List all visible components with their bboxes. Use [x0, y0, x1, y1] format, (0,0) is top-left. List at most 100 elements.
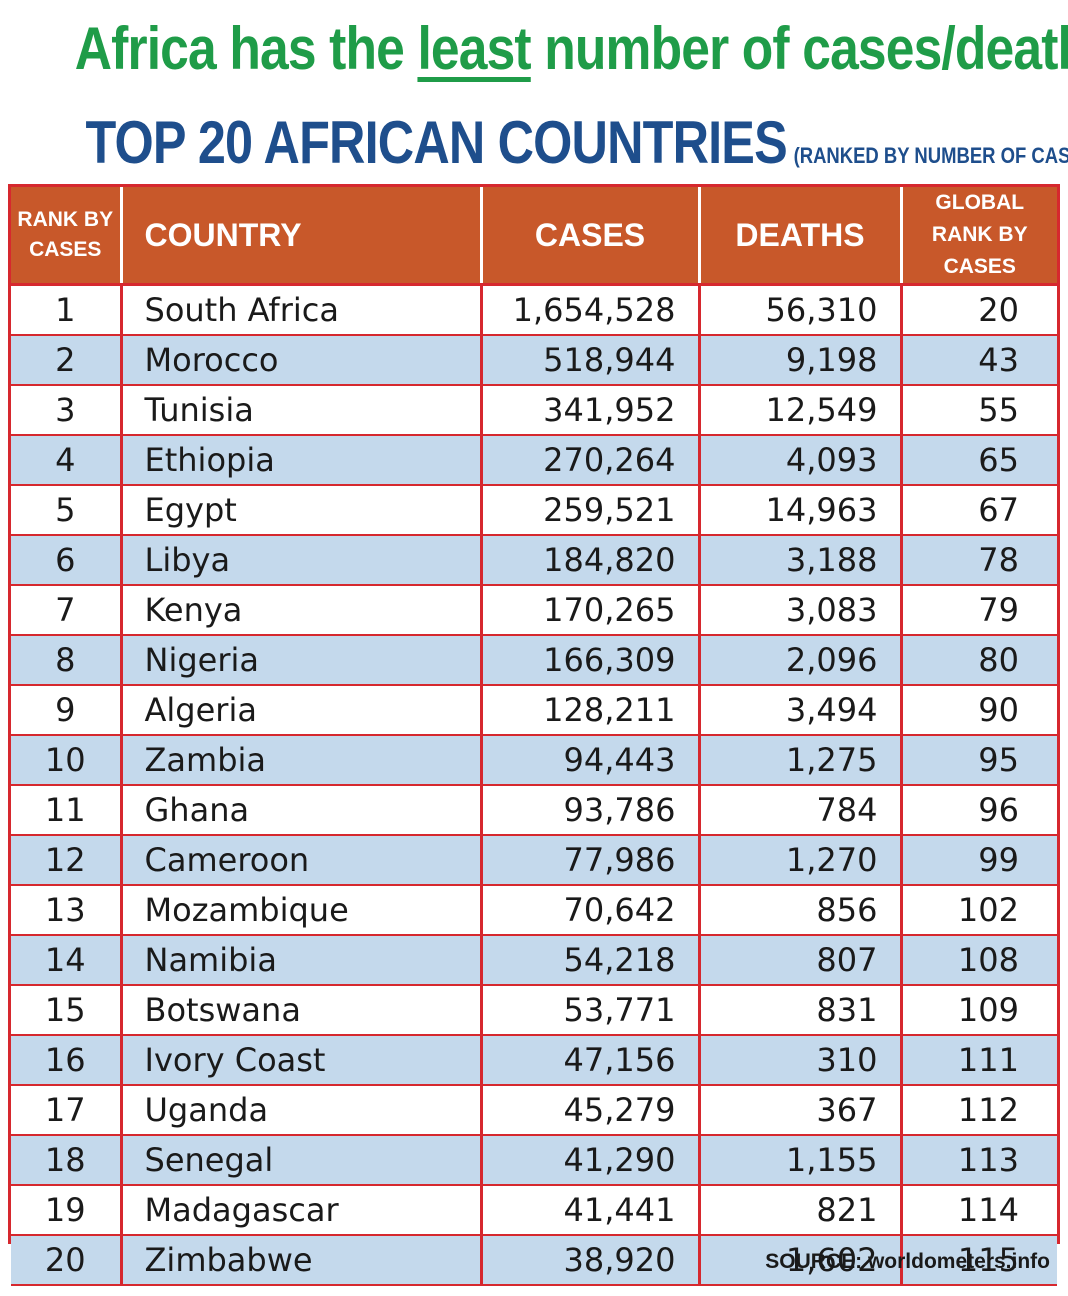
cell-country: Ghana [119, 784, 483, 836]
table-row: 2 Morocco 518,944 9,198 43 [11, 334, 1057, 386]
header-global-line: GLOBAL [935, 191, 1025, 214]
cell-deaths: 3,083 [697, 584, 903, 636]
cell-deaths: 4,093 [697, 434, 903, 486]
cell-cases: 128,211 [479, 684, 701, 736]
header-rank: RANK BY CASES [11, 187, 123, 286]
cell-cases: 77,986 [479, 834, 701, 886]
cell-global-rank: 43 [899, 334, 1057, 386]
cell-cases: 94,443 [479, 734, 701, 786]
cell-country: Zimbabwe [119, 1234, 483, 1286]
cell-country: Tunisia [119, 384, 483, 436]
cell-country: Kenya [119, 584, 483, 636]
cell-rank: 8 [11, 634, 123, 686]
table-row: 17 Uganda 45,279 367 112 [11, 1084, 1057, 1136]
table-row: 11 Ghana 93,786 784 96 [11, 784, 1057, 836]
cell-rank: 20 [11, 1234, 123, 1286]
cell-rank: 17 [11, 1084, 123, 1136]
cell-global-rank: 99 [899, 834, 1057, 886]
cell-rank: 3 [11, 384, 123, 436]
table-row: 6 Libya 184,820 3,188 78 [11, 534, 1057, 586]
cell-country: Cameroon [119, 834, 483, 886]
table-row: 7 Kenya 170,265 3,083 79 [11, 584, 1057, 636]
table-row: 13 Mozambique 70,642 856 102 [11, 884, 1057, 936]
header-global-line: CASES [943, 255, 1016, 278]
table-row: 4 Ethiopia 270,264 4,093 65 [11, 434, 1057, 486]
cell-deaths: 9,198 [697, 334, 903, 386]
cell-deaths: 367 [697, 1084, 903, 1136]
cell-rank: 15 [11, 984, 123, 1036]
cell-global-rank: 112 [899, 1084, 1057, 1136]
cell-global-rank: 95 [899, 734, 1057, 786]
table-row: 1 South Africa 1,654,528 56,310 20 [11, 283, 1057, 336]
headline-before: Africa has the [74, 15, 418, 82]
cell-country: Ivory Coast [119, 1034, 483, 1086]
cell-global-rank: 65 [899, 434, 1057, 486]
cell-cases: 341,952 [479, 384, 701, 436]
cell-country: Madagascar [119, 1184, 483, 1236]
cell-country: Zambia [119, 734, 483, 786]
cell-rank: 9 [11, 684, 123, 736]
cell-global-rank: 111 [899, 1034, 1057, 1086]
cell-deaths: 1,270 [697, 834, 903, 886]
table-row: 8 Nigeria 166,309 2,096 80 [11, 634, 1057, 686]
cell-country: Senegal [119, 1134, 483, 1186]
cell-global-rank: 109 [899, 984, 1057, 1036]
table-row: 20 Zimbabwe 38,920 1,602 115 [11, 1234, 1057, 1286]
table-row: 14 Namibia 54,218 807 108 [11, 934, 1057, 986]
cell-rank: 12 [11, 834, 123, 886]
cell-cases: 1,654,528 [479, 283, 701, 336]
cell-cases: 53,771 [479, 984, 701, 1036]
cell-cases: 184,820 [479, 534, 701, 586]
header-country: COUNTRY [119, 187, 483, 286]
subhead: TOP 20 AFRICAN COUNTRIES (RANKED BY NUMBE… [85, 108, 1068, 177]
table-title: TOP 20 AFRICAN COUNTRIES [85, 109, 787, 176]
header-rank-line: CASES [29, 238, 102, 261]
cell-country: Uganda [119, 1084, 483, 1136]
cell-rank: 4 [11, 434, 123, 486]
cell-global-rank: 102 [899, 884, 1057, 936]
cell-rank: 6 [11, 534, 123, 586]
cell-deaths: 12,549 [697, 384, 903, 436]
cell-cases: 41,441 [479, 1184, 701, 1236]
cell-cases: 47,156 [479, 1034, 701, 1086]
cell-cases: 270,264 [479, 434, 701, 486]
cell-cases: 170,265 [479, 584, 701, 636]
cell-country: Algeria [119, 684, 483, 736]
cell-rank: 2 [11, 334, 123, 386]
cell-deaths: 14,963 [697, 484, 903, 536]
table-body: 1 South Africa 1,654,528 56,310 20 2 Morocco 51… [11, 283, 1057, 1286]
header-cases: CASES [479, 187, 701, 286]
cell-country: South Africa [119, 283, 483, 336]
cell-global-rank: 55 [899, 384, 1057, 436]
cell-country: Nigeria [119, 634, 483, 686]
headline-emphasis: least [417, 15, 531, 82]
table-row: 12 Cameroon 77,986 1,270 99 [11, 834, 1057, 886]
cell-deaths: 56,310 [697, 283, 903, 336]
cell-cases: 166,309 [479, 634, 701, 686]
header-global-rank: GLOBAL RANK BY CASES [899, 187, 1057, 286]
cell-deaths: 3,188 [697, 534, 903, 586]
cell-cases: 54,218 [479, 934, 701, 986]
cell-cases: 518,944 [479, 334, 701, 386]
cell-deaths: 807 [697, 934, 903, 986]
cell-deaths: 1,275 [697, 734, 903, 786]
table-ranking-note: (RANKED BY NUMBER OF CASES) [793, 143, 1068, 168]
cell-country: Botswana [119, 984, 483, 1036]
cell-global-rank: 78 [899, 534, 1057, 586]
cell-country: Libya [119, 534, 483, 586]
cell-rank: 14 [11, 934, 123, 986]
header-rank-line: RANK BY [17, 208, 114, 231]
table-row: 18 Senegal 41,290 1,155 113 [11, 1134, 1057, 1186]
cell-deaths: 831 [697, 984, 903, 1036]
cell-rank: 5 [11, 484, 123, 536]
cell-deaths: 3,494 [697, 684, 903, 736]
source-credit: SOURCE: worldometers.info [765, 1250, 1050, 1273]
header-deaths: DEATHS [697, 187, 903, 286]
cell-deaths: 821 [697, 1184, 903, 1236]
table-row: 3 Tunisia 341,952 12,549 55 [11, 384, 1057, 436]
cell-global-rank: 114 [899, 1184, 1057, 1236]
cell-rank: 10 [11, 734, 123, 786]
data-table: RANK BY CASES COUNTRY CASES DEATHS GLOBAL… [11, 187, 1057, 1286]
cell-cases: 259,521 [479, 484, 701, 536]
cell-rank: 18 [11, 1134, 123, 1186]
